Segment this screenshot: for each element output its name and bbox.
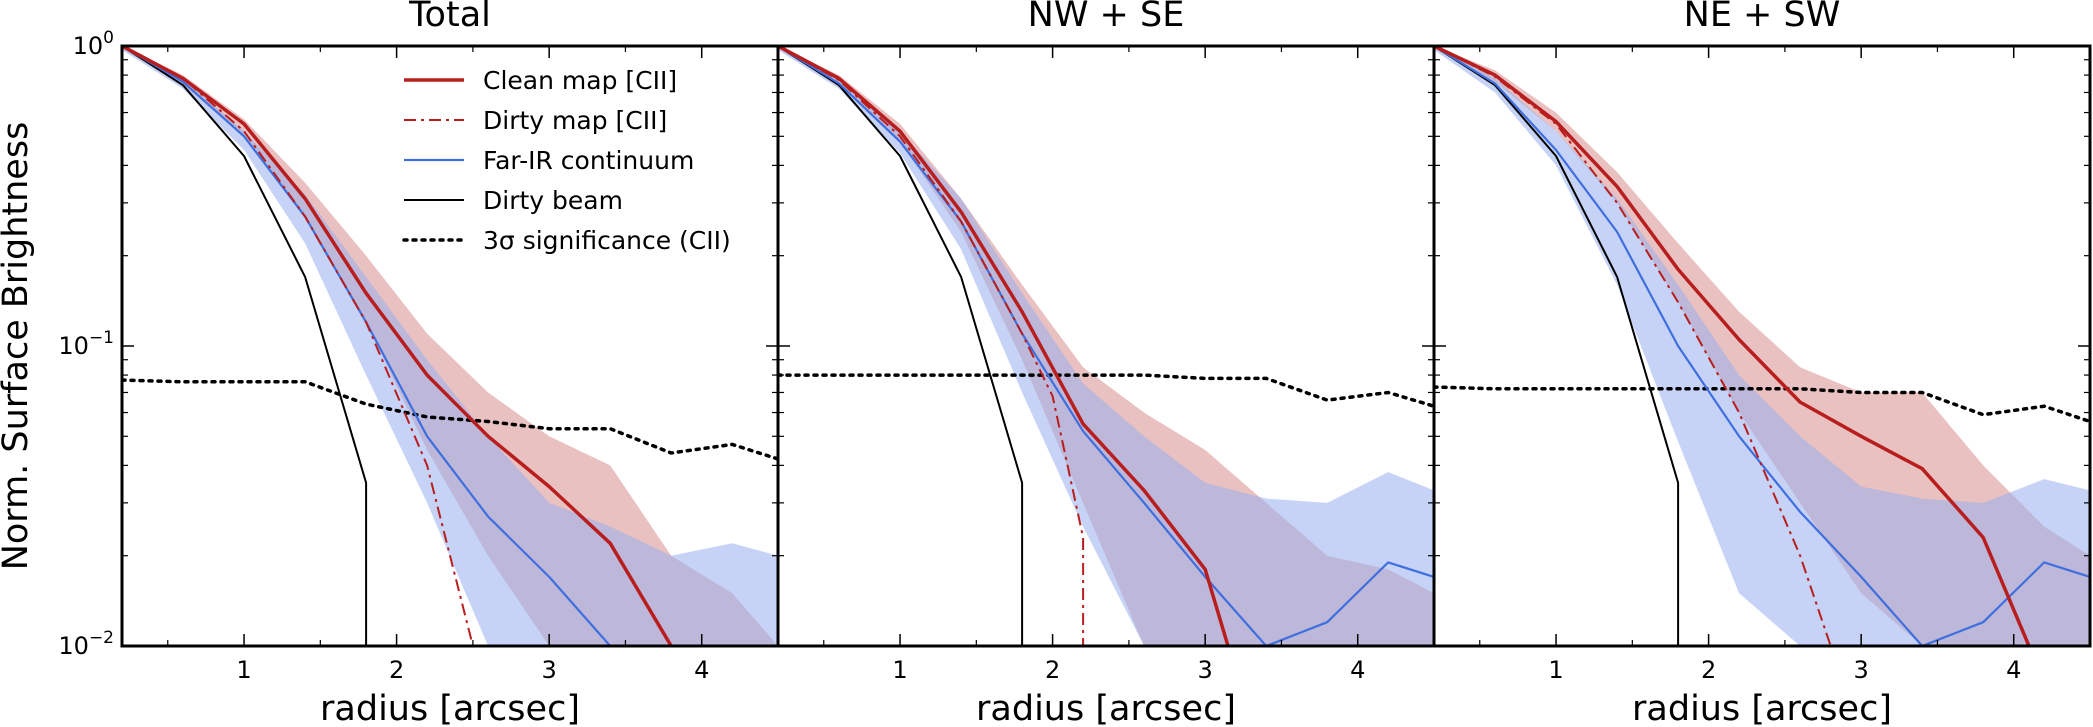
legend-label-sig: 3σ significance (CII) xyxy=(483,226,731,255)
x-tick-label: 4 xyxy=(694,656,709,684)
fir_band-area xyxy=(778,46,1434,646)
x-tick-label: 3 xyxy=(1198,656,1213,684)
plot-area xyxy=(778,46,1434,646)
plot-area xyxy=(1434,46,2090,646)
x-tick-label: 3 xyxy=(1854,656,1869,684)
y-tick-exponent: −2 xyxy=(89,628,114,648)
legend: Clean map [CII] Dirty map [CII] Far-IR con… xyxy=(402,66,731,255)
x-tick-label: 4 xyxy=(1350,656,1365,684)
clean-line xyxy=(778,46,1230,646)
clean_band-area xyxy=(122,46,778,646)
panel-3: 1 2 3 4 NE + SW radius [arcsec] xyxy=(1432,0,2092,727)
y-tick-base: 10 xyxy=(58,632,89,660)
fir_band-area xyxy=(122,46,778,646)
x-tick-label: 1 xyxy=(1548,656,1563,684)
panel-title: NW + SE xyxy=(1028,0,1185,35)
beam-line xyxy=(122,46,368,646)
legend-label-fir: Far-IR continuum xyxy=(483,146,694,175)
x-tick-label: 1 xyxy=(236,656,251,684)
x-tick-label: 2 xyxy=(389,656,404,684)
x-tick-label: 1 xyxy=(892,656,907,684)
y-tick-label: 10−1 xyxy=(58,328,114,360)
beam-line xyxy=(778,46,1024,646)
y-tick-base: 10 xyxy=(58,332,89,360)
y-axis-label: Norm. Surface Brightness xyxy=(0,122,36,571)
x-tick-label: 2 xyxy=(1701,656,1716,684)
panel-title: NE + SW xyxy=(1684,0,1841,35)
x-tick-label: 3 xyxy=(542,656,557,684)
panel-title: Total xyxy=(408,0,491,35)
x-axis-label: radius [arcsec] xyxy=(320,689,580,727)
sig-line xyxy=(778,373,1434,408)
legend-label-beam: Dirty beam xyxy=(483,186,623,215)
legend-label-dirty: Dirty map [CII] xyxy=(483,106,667,135)
x-tick-label: 4 xyxy=(2006,656,2021,684)
axes-frame xyxy=(1432,44,2092,648)
clean_band-area xyxy=(1434,46,2090,646)
y-tick-label: 100 xyxy=(73,28,114,60)
sig-line xyxy=(1434,385,2090,424)
x-axis-label: radius [arcsec] xyxy=(976,689,1236,727)
x-axis-label: radius [arcsec] xyxy=(1632,689,1892,727)
fir-line xyxy=(778,46,1434,646)
y-tick-exponent: 0 xyxy=(103,28,114,48)
plot-area xyxy=(122,46,778,646)
y-tick-exponent: −1 xyxy=(89,328,114,348)
legend-label-clean: Clean map [CII] xyxy=(483,66,677,95)
beam-line xyxy=(1434,46,1680,646)
y-tick-label: 10−2 xyxy=(58,628,114,660)
sig-line xyxy=(122,378,778,461)
clean-line xyxy=(1434,46,2031,646)
y-tick-base: 10 xyxy=(73,32,104,60)
fir_band-area xyxy=(1434,46,2090,646)
clean-line xyxy=(122,46,673,646)
x-tick-label: 2 xyxy=(1045,656,1060,684)
panel-2: 1 2 3 4 NW + SE radius [arcsec] xyxy=(776,0,1436,727)
fir-line xyxy=(1434,46,2090,646)
